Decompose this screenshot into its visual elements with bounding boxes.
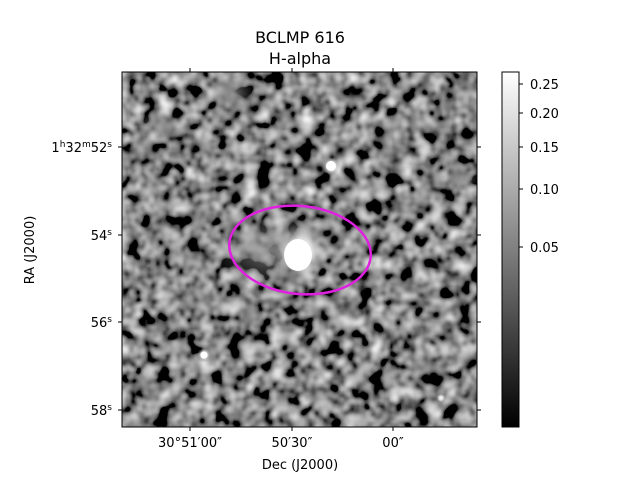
colorbar-ticks <box>519 83 523 248</box>
colorbar-tick-label: 0.20 <box>530 107 559 122</box>
y-tick-label: 54s <box>91 228 113 244</box>
plot-subtitle: H-alpha <box>269 49 331 68</box>
plot-title: BCLMP 616 <box>255 28 345 47</box>
colorbar-tick-label: 0.05 <box>530 241 559 256</box>
y-axis-ticks <box>118 146 481 411</box>
y-tick-label: 58s <box>91 403 113 419</box>
image-frame <box>121 71 478 428</box>
colorbar <box>501 71 520 428</box>
y-axis-label: RA (J2000) <box>23 216 38 285</box>
y-tick-label: 1h32m52s <box>51 140 112 156</box>
colorbar-tick-label: 0.15 <box>530 141 559 156</box>
y-tick-label: 56s <box>91 315 113 331</box>
colorbar-tick-label: 0.25 <box>530 78 559 93</box>
x-axis-label: Dec (J2000) <box>262 458 338 473</box>
halpha-image <box>122 72 477 427</box>
x-tick-label: 00″ <box>382 436 404 451</box>
x-axis-ticks <box>189 68 394 431</box>
x-tick-label: 50′30″ <box>272 436 313 451</box>
colorbar-tick-label: 0.10 <box>530 183 559 198</box>
aperture-ellipse <box>227 204 373 296</box>
x-tick-label: 30°51′00″ <box>158 436 222 451</box>
